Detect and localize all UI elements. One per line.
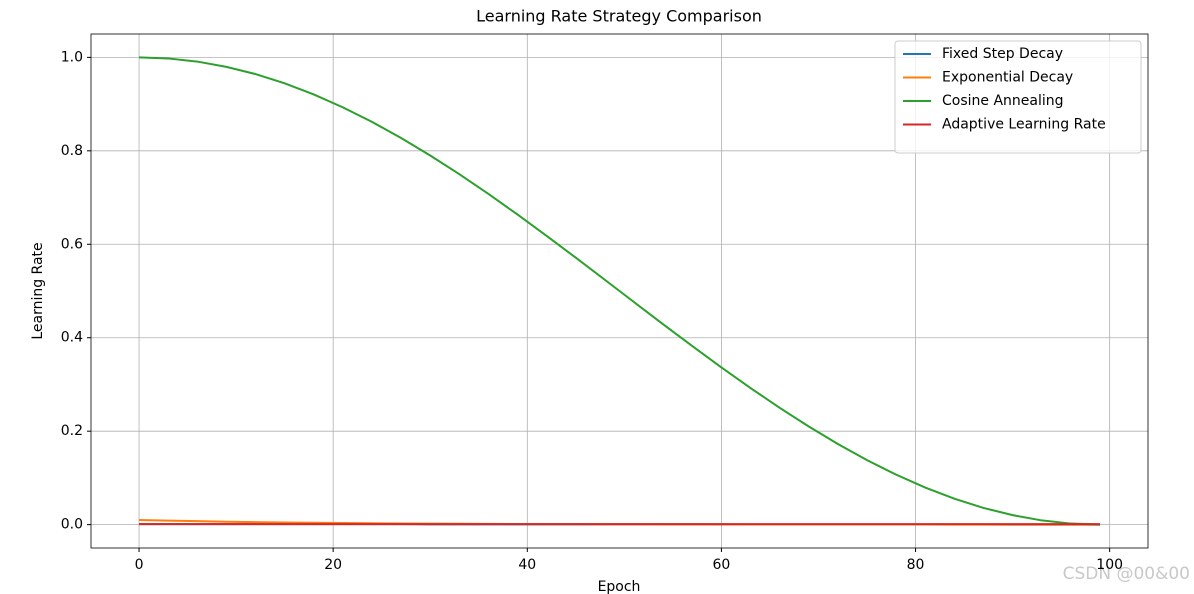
y-tick-label: 0.8 (61, 143, 83, 159)
x-tick-label: 40 (518, 557, 536, 573)
x-tick-label: 80 (907, 557, 925, 573)
y-axis-label: Learning Rate (30, 242, 46, 339)
plot-frame (90, 33, 1149, 549)
watermark: CSDN @00&00 (1063, 564, 1190, 584)
x-tick-label: 100 (1096, 557, 1123, 573)
y-tick-label: 0.4 (61, 330, 83, 346)
legend-box (894, 40, 1142, 154)
x-tick-label: 0 (135, 557, 144, 573)
y-tick-label: 0.0 (61, 517, 83, 533)
legend-label: Adaptive Learning Rate (942, 117, 1106, 133)
legend: Fixed Step Decay Exponential Decay Cosine … (894, 40, 1142, 154)
y-tick-label: 0.6 (61, 236, 83, 252)
legend-label: Exponential Decay (942, 70, 1073, 86)
x-tick-label: 60 (713, 557, 731, 573)
series-line (139, 56, 1100, 526)
y-tick-label: 0.2 (61, 423, 83, 439)
legend-label: Cosine Annealing (942, 93, 1064, 109)
legend-label: Fixed Step Decay (942, 46, 1063, 62)
chart-title: Learning Rate Strategy Comparison (476, 7, 762, 26)
x-tick-label: 20 (324, 557, 342, 573)
x-axis-label: Epoch (598, 579, 641, 594)
y-tick-label: 1.0 (61, 49, 83, 65)
